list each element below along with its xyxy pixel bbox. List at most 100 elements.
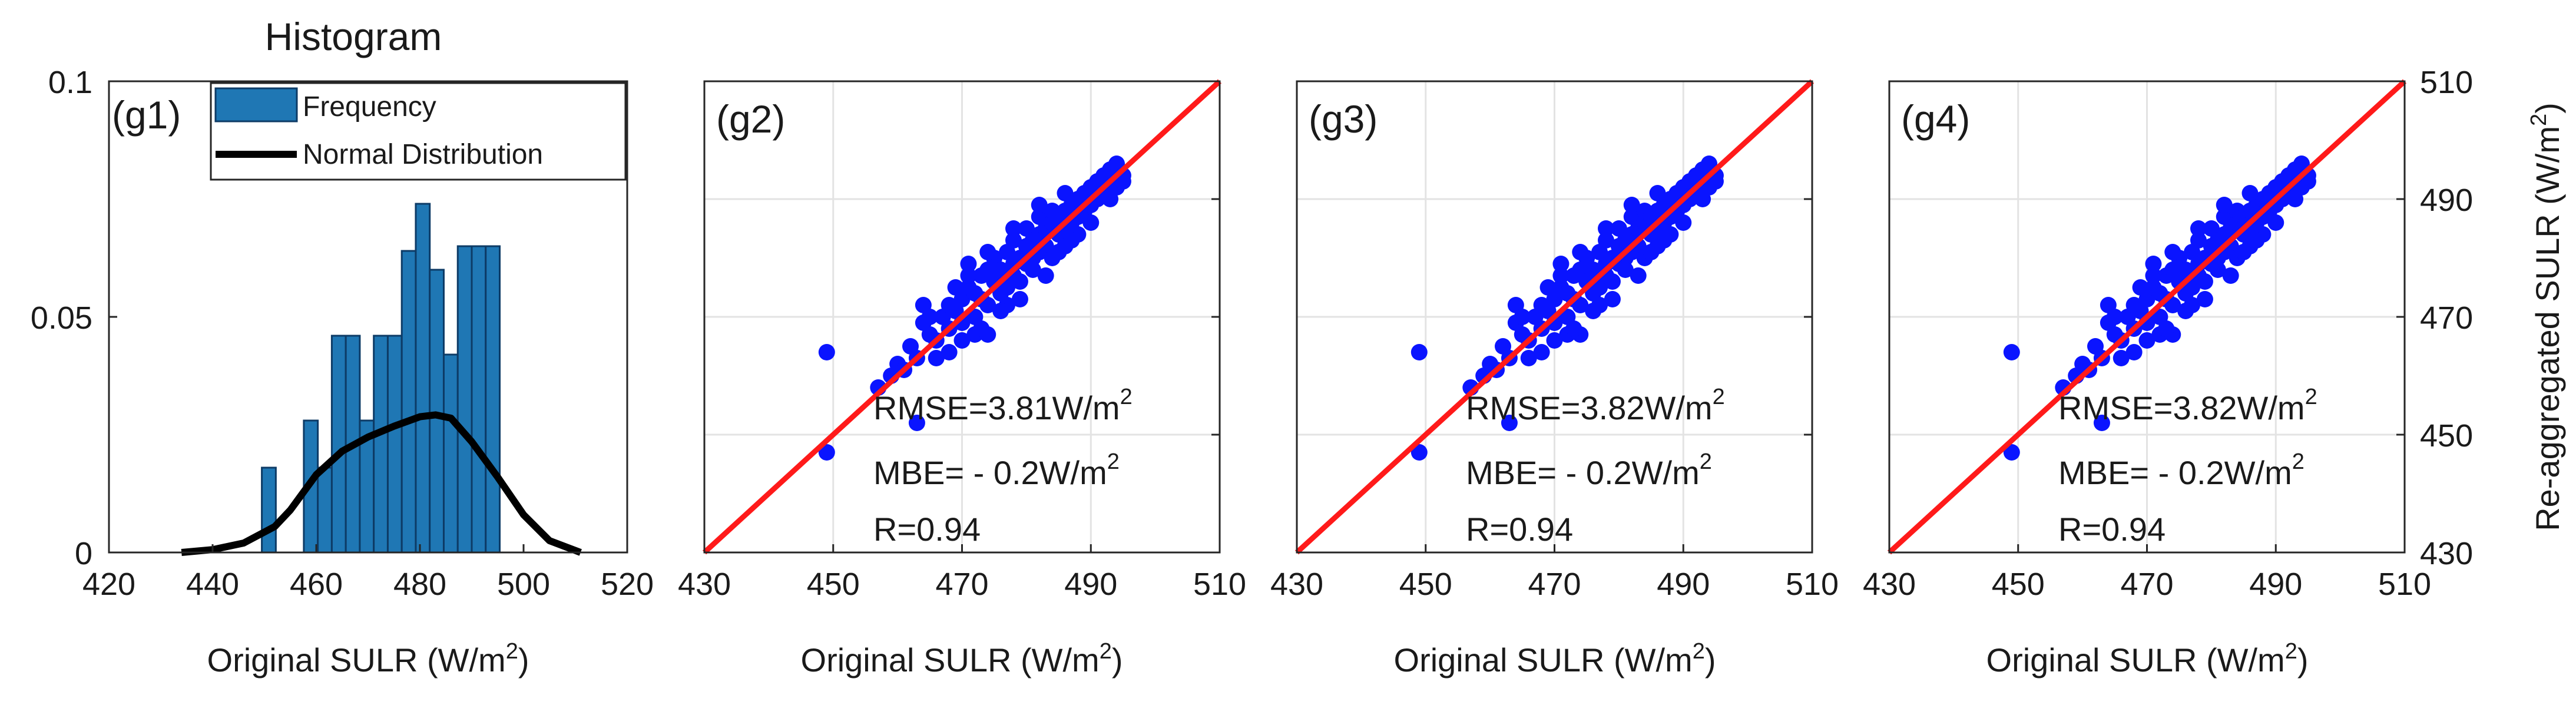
scatter-point: [1011, 291, 1028, 307]
scatter-x-label-g3: Original SULR (W/m2): [1394, 639, 1716, 678]
scatter-point: [1617, 262, 1634, 278]
scatter-x-ticks-g2: 430 450 470 490 510: [678, 80, 1246, 602]
scatter-point: [960, 256, 977, 272]
x-tick-label: 520: [601, 567, 654, 602]
histogram-bar: [442, 353, 459, 554]
x-tick-label: 460: [290, 567, 343, 602]
scatter-point: [2164, 244, 2181, 260]
scatter-point: [1024, 262, 1041, 278]
x-tick-label: 510: [2378, 567, 2431, 602]
histogram-x-ticks: 420 440 460 480 500 520: [82, 544, 654, 602]
scatter-point: [992, 262, 1009, 278]
scatter-point: [818, 344, 835, 360]
histogram-bar: [317, 466, 333, 554]
scatter-point: [1552, 267, 1570, 284]
scatter-x-ticks-g4: 430 450 470 490 510: [1863, 80, 2431, 602]
scatter-point: [1005, 232, 1022, 249]
one-to-one-line-g4: [1887, 79, 2407, 555]
legend-swatch-frequency: [214, 87, 298, 123]
scatter-panel-g3: 430 450 470 490 510 (g3) RMSE=3.82W/m2 MBE= …: [1270, 79, 1839, 678]
histogram-bar: [429, 269, 445, 554]
scatter-point: [1598, 232, 1614, 249]
scatter-point: [1572, 244, 1589, 260]
scatter-point: [979, 297, 996, 313]
x-tick-label: 500: [497, 567, 550, 602]
scatter-point: [2190, 232, 2207, 249]
scatter-point: [2164, 297, 2181, 313]
x-tick-label: 490: [1657, 567, 1710, 602]
x-tick-label: 490: [2249, 567, 2302, 602]
scatter-point: [960, 267, 977, 284]
scatter-point: [1565, 320, 1582, 337]
scatter-point: [1630, 267, 1647, 284]
y-tick-label: 450: [2420, 418, 2473, 454]
scatter-point: [1552, 256, 1570, 272]
histogram-bar: [471, 245, 487, 554]
scatter-point: [1011, 273, 1028, 290]
scatter-point: [2196, 291, 2213, 307]
r-text-g4: R=0.94: [2058, 511, 2166, 548]
histogram-bar: [330, 335, 347, 554]
x-tick-label: 510: [1786, 567, 1839, 602]
scatter-point: [1585, 303, 1602, 319]
scatter-point: [2196, 273, 2213, 290]
scatter-point: [1598, 220, 1614, 237]
x-tick-label: 430: [1863, 567, 1916, 602]
scatter-point: [2190, 220, 2207, 237]
scatter-point: [979, 244, 996, 260]
scatter-x-label-g4: Original SULR (W/m2): [1986, 639, 2309, 678]
scatter-point: [2216, 197, 2233, 213]
scatter-panel-g2: 430 450 470 490 510 (g2) RMSE=3.81W/m2 MBE= …: [678, 79, 1246, 678]
scatter-point: [1037, 267, 1054, 284]
scatter-point: [1649, 185, 1666, 201]
scatter-point: [928, 350, 945, 366]
r-text-g3: R=0.94: [1466, 511, 1573, 548]
y-tick-label: 0.1: [48, 65, 92, 100]
y-tick-label: 430: [2420, 536, 2473, 571]
scatter-point: [1623, 197, 1640, 213]
scatter-point: [1707, 173, 1724, 190]
scatter-point: [1063, 232, 1080, 249]
scatter-point: [2106, 309, 2123, 325]
histogram-bar: [400, 250, 417, 554]
scatter-point: [2248, 232, 2265, 249]
scatter-point: [1533, 344, 1550, 360]
scatter-point: [1501, 415, 1518, 431]
scatter-point: [1655, 232, 1673, 249]
y-tick-label: 0: [75, 536, 92, 571]
scatter-point: [941, 344, 958, 360]
scatter-point: [1005, 220, 1022, 237]
scatter-points-g4: [2003, 155, 2316, 461]
histogram-panel: Histogram 420 440 460 480 500 520 0 0.05 0.1 (g…: [31, 15, 654, 678]
one-to-one-line-g2: [702, 79, 1222, 555]
histogram-y-ticks: 0 0.05 0.1: [31, 65, 117, 571]
mbe-text-g4: MBE= - 0.2W/m2: [2058, 449, 2305, 491]
scatter-point: [2113, 350, 2130, 366]
x-tick-label: 420: [82, 567, 135, 602]
histogram-x-label: Original SULR (W/m2): [207, 639, 529, 678]
scatter-point: [1057, 185, 1074, 201]
scatter-point: [2125, 344, 2143, 360]
x-tick-label: 470: [935, 567, 988, 602]
legend-label-normal: Normal Distribution: [303, 139, 543, 170]
histogram-title: Histogram: [265, 15, 442, 58]
panel-label-g3: (g3): [1309, 97, 1378, 141]
scatter-point: [1031, 197, 1048, 213]
histogram-bar: [261, 466, 277, 554]
scatter-point: [908, 415, 925, 431]
x-tick-label: 450: [1399, 567, 1452, 602]
x-tick-label: 440: [186, 567, 239, 602]
scatter-point: [2299, 173, 2316, 190]
x-tick-label: 450: [807, 567, 860, 602]
scatter-point: [2235, 244, 2252, 260]
scatter-panel-g4: 430 450 470 490 510 430 450 470 490 510 (g4) RMS…: [1863, 65, 2566, 678]
histogram-bar: [386, 335, 403, 554]
histogram-bar: [373, 335, 389, 554]
x-tick-label: 480: [393, 567, 446, 602]
scatter-point: [1410, 444, 1428, 461]
r-text-g2: R=0.94: [873, 511, 981, 548]
scatter-point: [1410, 344, 1428, 360]
panel-label-g2: (g2): [716, 97, 785, 141]
histogram-bar: [456, 245, 473, 554]
scatter-point: [1546, 332, 1563, 349]
